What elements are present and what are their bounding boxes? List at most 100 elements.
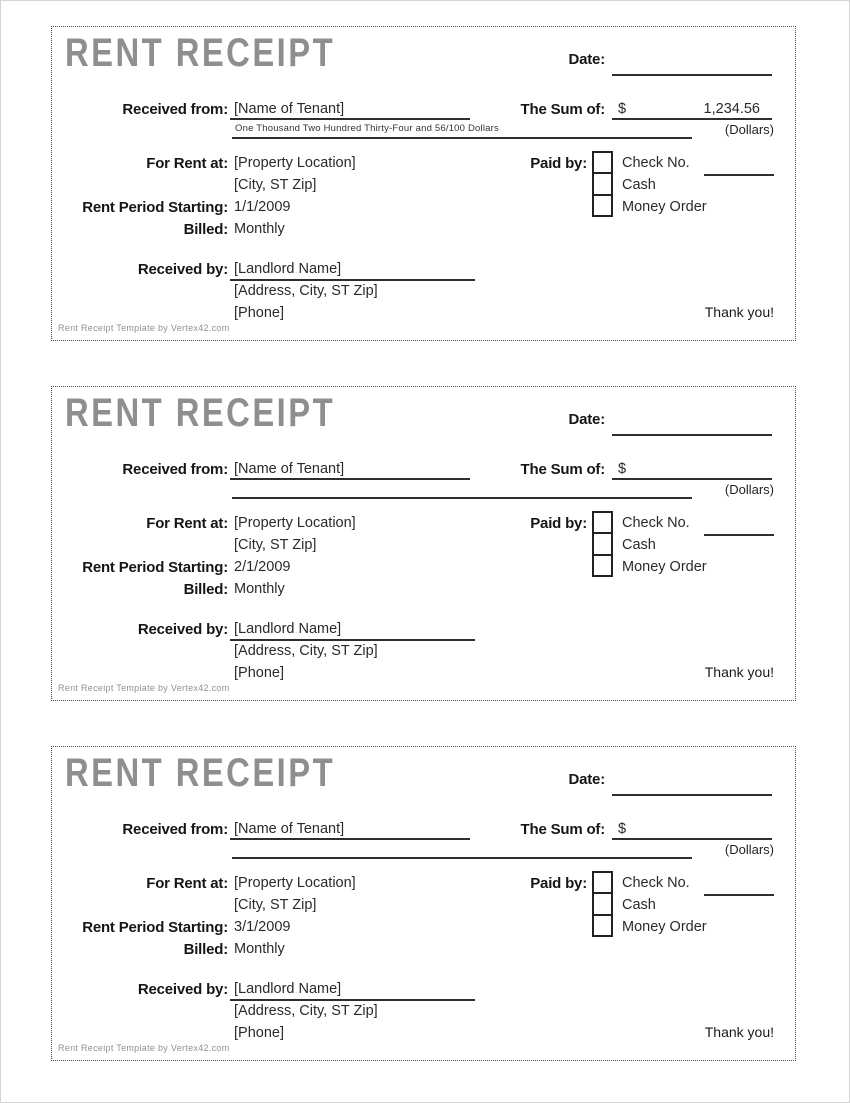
billed-label: Billed: xyxy=(183,221,229,238)
amount-line xyxy=(612,478,772,480)
for-rent-at-label: For Rent at: xyxy=(146,875,228,892)
dollar-sign: $ xyxy=(618,461,627,477)
landlord-phone-value: [Phone] xyxy=(234,665,284,681)
date-blank-line xyxy=(612,794,772,796)
paid-by-label: Paid by: xyxy=(530,515,587,532)
landlord-address-value: [Address, City, ST Zip] xyxy=(234,283,378,299)
cash-option-label: Cash xyxy=(622,537,656,553)
page-title: RENT RECEIPT xyxy=(65,751,336,795)
tenant-name-value: [Name of Tenant] xyxy=(234,461,345,477)
rent-period-value: 3/1/2009 xyxy=(234,919,291,935)
landlord-name-value: [Landlord Name] xyxy=(234,261,342,277)
property-location-value: [Property Location] xyxy=(234,515,356,531)
received-from-label: Received from: xyxy=(122,101,228,118)
received-from-label: Received from: xyxy=(122,461,228,478)
landlord-name-line xyxy=(230,279,475,281)
billed-value: Monthly xyxy=(234,221,285,237)
check-no-option-label: Check No. xyxy=(622,515,690,531)
date-label: Date: xyxy=(568,51,605,68)
for-rent-at-label: For Rent at: xyxy=(146,155,228,172)
paid-by-label: Paid by: xyxy=(530,155,587,172)
thank-you-text: Thank you! xyxy=(704,304,774,320)
date-label: Date: xyxy=(568,411,605,428)
cash-option-label: Cash xyxy=(622,897,656,913)
sum-of-label: The Sum of: xyxy=(520,461,606,478)
date-blank-line xyxy=(612,434,772,436)
dollars-label: (Dollars) xyxy=(724,482,774,497)
rent-period-label: Rent Period Starting: xyxy=(82,919,228,936)
money-order-option-label: Money Order xyxy=(622,559,707,575)
page-title: RENT RECEIPT xyxy=(65,391,336,435)
landlord-name-line xyxy=(230,999,475,1001)
amount-line xyxy=(612,838,772,840)
receipt-1: RENT RECEIPT Date: Received from: [Name … xyxy=(51,26,796,341)
money-order-checkbox[interactable] xyxy=(594,193,611,215)
template-credit: Rent Receipt Template by Vertex42.com xyxy=(58,1043,230,1053)
check-no-blank-line xyxy=(704,174,774,176)
receipt-2: RENT RECEIPT Date: Received from: [Name … xyxy=(51,386,796,701)
for-rent-at-label: For Rent at: xyxy=(146,515,228,532)
check-no-checkbox[interactable] xyxy=(594,153,611,172)
template-credit: Rent Receipt Template by Vertex42.com xyxy=(58,683,230,693)
cash-checkbox[interactable] xyxy=(594,892,611,913)
paid-by-checkbox-group xyxy=(592,511,613,577)
rent-period-label: Rent Period Starting: xyxy=(82,559,228,576)
check-no-checkbox[interactable] xyxy=(594,513,611,532)
landlord-address-value: [Address, City, ST Zip] xyxy=(234,1003,378,1019)
money-order-option-label: Money Order xyxy=(622,919,707,935)
cash-checkbox[interactable] xyxy=(594,532,611,553)
page-title: RENT RECEIPT xyxy=(65,31,336,75)
money-order-checkbox[interactable] xyxy=(594,553,611,575)
amount-in-words-line xyxy=(232,857,692,859)
paid-by-label: Paid by: xyxy=(530,875,587,892)
check-no-option-label: Check No. xyxy=(622,875,690,891)
received-from-label: Received from: xyxy=(122,821,228,838)
tenant-name-line xyxy=(230,478,470,480)
amount-line xyxy=(612,118,772,120)
dollars-label: (Dollars) xyxy=(724,122,774,137)
tenant-name-value: [Name of Tenant] xyxy=(234,821,345,837)
landlord-name-value: [Landlord Name] xyxy=(234,621,342,637)
landlord-name-line xyxy=(230,639,475,641)
amount-in-words-line xyxy=(232,137,692,139)
cash-checkbox[interactable] xyxy=(594,172,611,193)
property-city-value: [City, ST Zip] xyxy=(234,537,317,553)
billed-label: Billed: xyxy=(183,941,229,958)
billed-value: Monthly xyxy=(234,581,285,597)
received-by-label: Received by: xyxy=(137,621,228,638)
paid-by-checkbox-group xyxy=(592,151,613,217)
landlord-phone-value: [Phone] xyxy=(234,305,284,321)
sum-of-label: The Sum of: xyxy=(520,101,606,118)
dollar-sign: $ xyxy=(618,821,627,837)
dollar-sign: $ xyxy=(618,101,627,117)
thank-you-text: Thank you! xyxy=(704,664,774,680)
tenant-name-line xyxy=(230,118,470,120)
date-label: Date: xyxy=(568,771,605,788)
landlord-phone-value: [Phone] xyxy=(234,1025,284,1041)
property-city-value: [City, ST Zip] xyxy=(234,177,317,193)
template-credit: Rent Receipt Template by Vertex42.com xyxy=(58,323,230,333)
billed-value: Monthly xyxy=(234,941,285,957)
landlord-name-value: [Landlord Name] xyxy=(234,981,342,997)
check-no-checkbox[interactable] xyxy=(594,873,611,892)
rent-period-value: 1/1/2009 xyxy=(234,199,291,215)
cash-option-label: Cash xyxy=(622,177,656,193)
billed-label: Billed: xyxy=(183,581,229,598)
received-by-label: Received by: xyxy=(137,981,228,998)
money-order-option-label: Money Order xyxy=(622,199,707,215)
money-order-checkbox[interactable] xyxy=(594,913,611,935)
tenant-name-line xyxy=(230,838,470,840)
thank-you-text: Thank you! xyxy=(704,1024,774,1040)
sum-of-label: The Sum of: xyxy=(520,821,606,838)
dollars-label: (Dollars) xyxy=(724,842,774,857)
property-location-value: [Property Location] xyxy=(234,155,356,171)
amount-in-words-value: One Thousand Two Hundred Thirty-Four and… xyxy=(235,123,499,134)
property-location-value: [Property Location] xyxy=(234,875,356,891)
amount-in-words-line xyxy=(232,497,692,499)
rent-period-label: Rent Period Starting: xyxy=(82,199,228,216)
property-city-value: [City, ST Zip] xyxy=(234,897,317,913)
rent-period-value: 2/1/2009 xyxy=(234,559,291,575)
tenant-name-value: [Name of Tenant] xyxy=(234,101,345,117)
amount-value: 1,234.56 xyxy=(703,101,760,117)
